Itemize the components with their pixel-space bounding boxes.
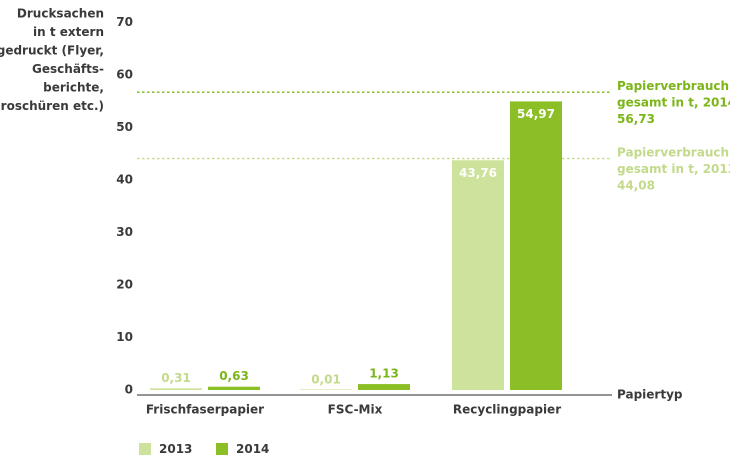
legend-label: 2014 — [236, 442, 269, 456]
reference-line-label: 56,73 — [617, 112, 655, 126]
y-tick-label: 50 — [116, 120, 133, 134]
data-label: 0,63 — [219, 369, 249, 383]
data-label: 54,97 — [517, 107, 555, 121]
bar — [150, 388, 202, 390]
y-tick-label: 20 — [116, 278, 133, 292]
data-label: 0,01 — [311, 372, 341, 386]
bars — [150, 101, 562, 390]
x-axis-title: Papiertyp — [617, 388, 683, 402]
y-axis-label-line: gedruckt (Flyer, — [0, 44, 104, 58]
y-tick-label: 60 — [116, 68, 133, 82]
bar — [452, 160, 504, 390]
legend: 2013 2014 — [139, 442, 269, 456]
legend-swatch — [139, 443, 151, 455]
y-axis-label-line: Broschüren etc.) — [0, 99, 104, 113]
y-tick-label: 70 — [116, 15, 133, 29]
bar — [208, 386, 260, 390]
reference-line-label: 44,08 — [617, 179, 655, 193]
legend-label: 2013 — [159, 442, 192, 456]
y-axis-ticks: 0 10 20 30 40 50 60 70 — [116, 15, 133, 397]
y-tick-label: 30 — [116, 225, 133, 239]
category-label: FSC-Mix — [328, 403, 383, 417]
y-tick-label: 10 — [116, 330, 133, 344]
category-label: Frischfaserpapier — [146, 403, 264, 417]
data-label: 43,76 — [459, 166, 497, 180]
y-tick-label: 40 — [116, 173, 133, 187]
reference-line-label: Papierverbrauch — [617, 79, 729, 93]
y-axis-label-line: berichte, — [43, 81, 104, 95]
data-label: 0,31 — [161, 371, 191, 385]
reference-line-label: gesamt in t, 2014 — [617, 96, 730, 110]
y-axis-label-line: Geschäfts- — [32, 62, 104, 76]
reference-line-label: gesamt in t, 2013 — [617, 162, 730, 176]
reference-line-label: Papierverbrauch — [617, 146, 729, 160]
x-axis-categories: Frischfaserpapier FSC-Mix Recyclingpapier — [146, 403, 561, 417]
y-axis-label: Drucksachen in t extern gedruckt (Flyer, Ge… — [0, 7, 104, 114]
legend-swatch — [216, 443, 228, 455]
y-tick-label: 0 — [125, 383, 133, 397]
y-axis-label-line: in t extern — [33, 25, 104, 39]
data-label: 1,13 — [369, 367, 399, 381]
data-labels: 0,31 0,01 43,76 0,63 1,13 54,97 — [161, 107, 555, 387]
reference-lines: Papierverbrauch gesamt in t, 2014 56,73 Pap… — [137, 79, 730, 193]
bar — [358, 384, 410, 390]
category-label: Recyclingpapier — [453, 403, 561, 417]
y-axis-label-line: Drucksachen — [17, 7, 104, 21]
bar — [300, 389, 352, 390]
bar — [510, 101, 562, 390]
